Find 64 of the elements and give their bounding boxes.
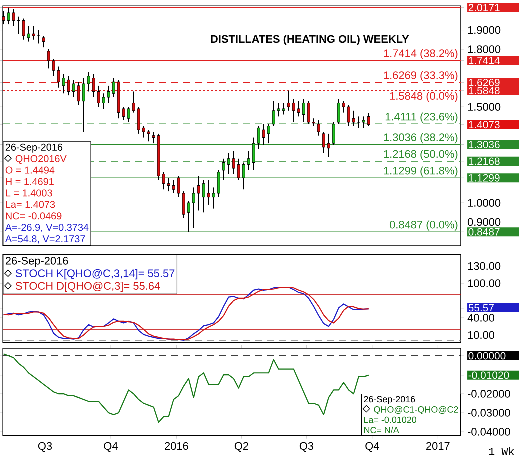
y-tick-label: -0.02000 bbox=[468, 390, 510, 398]
y-tick-label: -0.04000 bbox=[468, 428, 510, 436]
y-tick-label: -0.03000 bbox=[468, 409, 510, 417]
y-tick-label: 1.4073 bbox=[469, 121, 500, 129]
y-tick-label: 0.00000 bbox=[468, 352, 506, 360]
annotation: NC= N/A bbox=[364, 426, 400, 434]
y-tick-label: 1.7414 bbox=[469, 57, 500, 64]
legend-title: 26-Sep-2016 bbox=[364, 396, 416, 404]
legend-title: 26-Sep-2016 bbox=[6, 144, 63, 153]
y-tick-label: 1.0000 bbox=[468, 199, 501, 207]
ref-line-label: 1.6269 (33.3%) bbox=[384, 71, 458, 82]
y-tick-label: 1.8000 bbox=[468, 46, 501, 54]
legend-title: 26-Sep-2016 bbox=[6, 257, 68, 267]
ref-line-label: 0.8487 (0.0%) bbox=[390, 220, 458, 231]
x-tick-label: 2016 bbox=[165, 442, 188, 450]
y-tick-label: 1.1299 bbox=[469, 174, 500, 182]
y-tick-label: 100.00 bbox=[468, 280, 501, 288]
y-tick-label: 1.9000 bbox=[468, 26, 501, 34]
x-tick-label: Q3 bbox=[300, 442, 314, 452]
y-tick-label: 1.6269 bbox=[469, 79, 500, 86]
y-tick-label: 1.2168 bbox=[469, 158, 500, 166]
y-tick-label: 1.3036 bbox=[469, 141, 500, 148]
text: QHO@C1-QHO@C2 bbox=[374, 406, 458, 414]
x-tick-label: Q4 bbox=[104, 442, 118, 452]
text: STOCH K[QHO@C,3,14]= 55.57 bbox=[16, 269, 175, 280]
x-tick-label: Q2 bbox=[234, 442, 248, 452]
annotation: L = 1.4003 bbox=[6, 190, 52, 197]
x-tick-label: Q3 bbox=[38, 442, 52, 452]
annotation: H = 1.4691 bbox=[6, 178, 54, 186]
y-tick-label: 1.5000 bbox=[468, 103, 501, 111]
series-label: STOCH D[QHO@C,3]= 55.64 bbox=[16, 282, 160, 292]
annotation: A=-26.9, V=0.3734 bbox=[5, 224, 89, 232]
y-tick-label: 130.00 bbox=[468, 262, 501, 270]
x-tick-label: Q4 bbox=[366, 442, 380, 452]
y-tick-label: 2.0171 bbox=[468, 4, 500, 12]
ref-line-label: 1.1299 (61.8%) bbox=[384, 166, 458, 177]
annotation: La= -0.01020 bbox=[364, 416, 416, 424]
ref-line-label: 1.3036 (38.2%) bbox=[384, 133, 458, 144]
x-axis-title: 1 Wk bbox=[489, 447, 514, 456]
ref-line-label: 1.7414 (38.2%) bbox=[384, 49, 458, 60]
y-tick-label: -0.01020 bbox=[468, 372, 510, 380]
y-tick-label: 1.5848 bbox=[469, 87, 500, 95]
y-tick-label: 0.9000 bbox=[468, 218, 501, 226]
y-tick-label: 55.57 bbox=[468, 304, 494, 312]
ref-line-label: 1.4111 (23.6%) bbox=[386, 112, 458, 123]
candlestick bbox=[362, 116, 366, 129]
candlestick bbox=[367, 112, 370, 127]
y-tick-label: 10.00 bbox=[468, 331, 495, 340]
candlestick bbox=[42, 36, 46, 48]
annotation: QHO2016V bbox=[16, 155, 67, 164]
y-tick-label: 0.8487 bbox=[468, 228, 500, 236]
annotation: La= 1.4073 bbox=[6, 201, 56, 208]
x-tick-label: 2017 bbox=[426, 442, 450, 450]
ref-line-label: 1.5848 (0.0%) bbox=[390, 92, 458, 102]
y-tick-label: 40.00 bbox=[468, 314, 495, 322]
ref-line-label: 1.2168 (50.0%) bbox=[384, 150, 458, 160]
candlestick bbox=[357, 116, 360, 129]
annotation: NC= -0.0469 bbox=[6, 212, 62, 220]
candlestick bbox=[352, 110, 356, 127]
annotation: A=54.8, V=2.1737 bbox=[5, 236, 86, 244]
candlestick bbox=[317, 120, 320, 136]
candlestick bbox=[37, 30, 40, 44]
text: DISTILLATES (HEATING OIL) WEEKLY bbox=[211, 35, 410, 46]
annotation: O = 1.4494 bbox=[6, 166, 55, 174]
